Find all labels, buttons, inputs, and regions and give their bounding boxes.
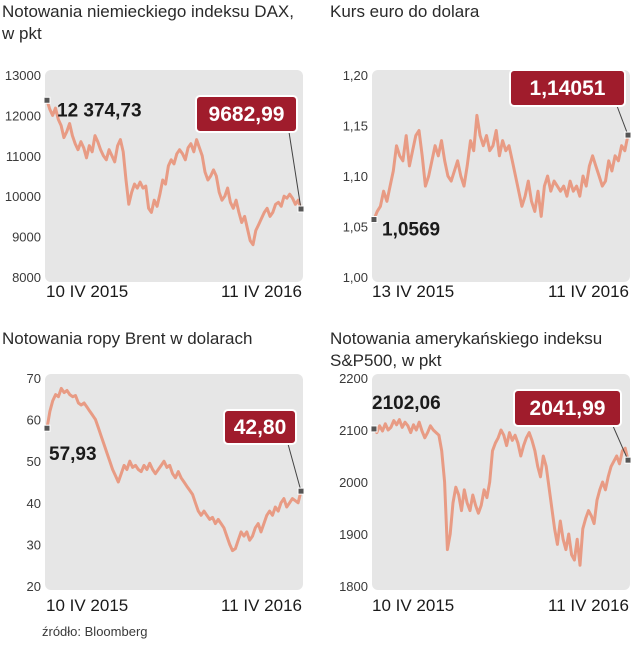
eurusd-end-label: 1,14051: [530, 77, 606, 100]
brent-start-label: 57,93: [49, 444, 97, 465]
dax-ytick-label: 9000: [12, 230, 41, 245]
eurusd-ytick-label: 1,05: [343, 220, 368, 235]
dax-leader-line: [288, 131, 302, 210]
brent-start-marker: [43, 424, 51, 432]
dax-ytick-label: 12000: [5, 108, 41, 123]
sp500-start-marker: [370, 425, 378, 433]
dax-series-line: [45, 98, 303, 247]
dax-ytick-label: 10000: [5, 189, 41, 204]
eurusd-date-end: 11 IV 2016: [548, 282, 629, 301]
dax-ytick-label: 11000: [6, 149, 41, 164]
sp500-ytick-label: 2100: [339, 423, 368, 438]
dax-start-marker: [43, 96, 51, 104]
sp500-end-badge: [513, 389, 622, 427]
sp500-end-marker: [624, 456, 632, 464]
eurusd-end-badge: [509, 69, 626, 107]
dax-title-line1: Notowania niemieckiego indeksu DAX,: [2, 2, 294, 21]
dax-date-start: 10 IV 2015: [46, 282, 128, 301]
sp500-chart: Notowania amerykańskiego indeksu S&P500,…: [330, 329, 632, 615]
sp500-date-end: 11 IV 2016: [548, 596, 629, 615]
brent-chart: Notowania ropy Brent w dolarach 20 30 40 50…: [2, 329, 305, 615]
sp500-series: 2102,06 2041,99: [370, 389, 632, 567]
sp500-leader-line: [612, 425, 629, 461]
sp500-ytick-label: 2000: [339, 475, 368, 490]
eurusd-leader-line: [616, 105, 629, 136]
eurusd-end-marker: [624, 131, 632, 139]
sp500-date-start: 10 IV 2015: [372, 596, 454, 615]
sp500-end-label: 2041,99: [530, 397, 606, 420]
brent-ytick-label: 70: [27, 371, 41, 386]
dax-ytick-label: 13000: [5, 68, 41, 83]
eurusd-chart: Kurs euro do dolara 1,00 1,05 1,10 1,15 1,20…: [330, 2, 632, 301]
dax-date-end: 11 IV 2016: [221, 282, 302, 301]
sp500-ytick-label: 2200: [339, 371, 368, 386]
dax-ytick-label: 8000: [12, 270, 41, 285]
eurusd-series: 1,0569 1,14051: [370, 69, 632, 241]
eurusd-ytick-label: 1,15: [343, 119, 368, 134]
sp500-plot-area: [372, 374, 630, 590]
dax-title-line2: w pkt: [1, 24, 42, 43]
brent-yaxis: 20 30 40 50 60 70: [27, 371, 41, 594]
sp500-series-line: [372, 418, 630, 567]
eurusd-ytick-label: 1,10: [343, 169, 368, 184]
eurusd-start-label: 1,0569: [382, 220, 440, 241]
brent-ytick-label: 60: [27, 413, 41, 428]
source-note: źródło: Bloomberg: [42, 624, 148, 639]
brent-series-line: [45, 386, 303, 553]
sp500-ytick-label: 1900: [339, 527, 368, 542]
brent-end-marker: [297, 487, 305, 495]
eurusd-title: Kurs euro do dolara: [330, 2, 480, 21]
sp500-ytick-label: 1800: [339, 579, 368, 594]
brent-date-start: 10 IV 2015: [46, 596, 128, 615]
eurusd-date-start: 13 IV 2015: [372, 282, 454, 301]
dax-series: 12 374,73 9682,99: [43, 95, 305, 247]
brent-series: 57,93 42,80: [43, 386, 305, 553]
dax-chart: Notowania niemieckiego indeksu DAX, w pk…: [1, 2, 305, 301]
dax-end-marker: [297, 205, 305, 213]
sp500-title-line1: Notowania amerykańskiego indeksu: [330, 329, 602, 348]
brent-plot-area: [45, 374, 303, 590]
brent-leader-line: [287, 443, 302, 492]
sp500-title-line2: S&P500, w pkt: [330, 351, 442, 370]
brent-end-label: 42,80: [234, 416, 287, 439]
eurusd-series-line: [372, 113, 630, 221]
brent-ytick-label: 40: [27, 496, 41, 511]
brent-ytick-label: 30: [27, 537, 41, 552]
eurusd-start-marker: [370, 216, 378, 224]
brent-ytick-label: 20: [27, 579, 41, 594]
eurusd-yaxis: 1,00 1,05 1,10 1,15 1,20: [343, 68, 368, 285]
eurusd-ytick-label: 1,00: [343, 270, 368, 285]
eurusd-ytick-label: 1,20: [343, 68, 368, 83]
dax-start-label: 12 374,73: [57, 100, 142, 121]
brent-end-badge: [223, 409, 297, 445]
dax-yaxis: 8000 9000 10000 11000 12000 13000: [5, 68, 41, 285]
brent-ytick-label: 50: [27, 454, 41, 469]
dax-end-label: 9682,99: [209, 103, 285, 126]
sp500-start-label: 2102,06: [372, 393, 441, 414]
brent-title: Notowania ropy Brent w dolarach: [2, 329, 252, 348]
eurusd-plot-area: [372, 70, 630, 282]
dax-end-badge: [195, 95, 298, 133]
brent-date-end: 11 IV 2016: [221, 596, 302, 615]
sp500-yaxis: 1800 1900 2000 2100 2200: [339, 371, 368, 594]
